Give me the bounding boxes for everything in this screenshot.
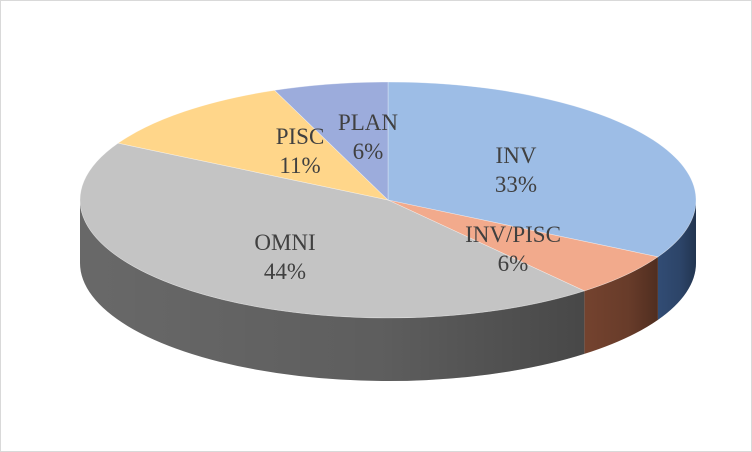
pie-labels: INV 33% INV/PISC 6% OMNI 44% PISC 11% PL…	[254, 110, 561, 284]
slice-percent-omni: 44%	[264, 259, 306, 284]
slice-label-pisc: PISC	[276, 124, 325, 149]
slice-plan	[273, 81, 389, 201]
slice-side-shade-inv-pisc	[584, 256, 658, 354]
slice-pisc	[117, 89, 389, 201]
slice-inv	[387, 81, 697, 258]
slice-percent-inv-pisc: 6%	[498, 251, 529, 276]
slice-label-plan: PLAN	[338, 110, 398, 135]
slice-percent-inv: 33%	[495, 172, 537, 197]
slice-percent-pisc: 11%	[279, 153, 320, 178]
slice-omni	[79, 142, 586, 319]
slice-side-shade-omni	[80, 200, 585, 382]
slice-percent-plan: 6%	[353, 139, 384, 164]
pie-slices	[79, 81, 697, 319]
slice-label-omni: OMNI	[254, 230, 315, 255]
slice-side-shade-inv	[657, 200, 696, 320]
pie-side-walls	[80, 200, 696, 382]
slice-label-inv: INV	[496, 143, 537, 168]
slice-label-inv-pisc: INV/PISC	[465, 222, 561, 247]
